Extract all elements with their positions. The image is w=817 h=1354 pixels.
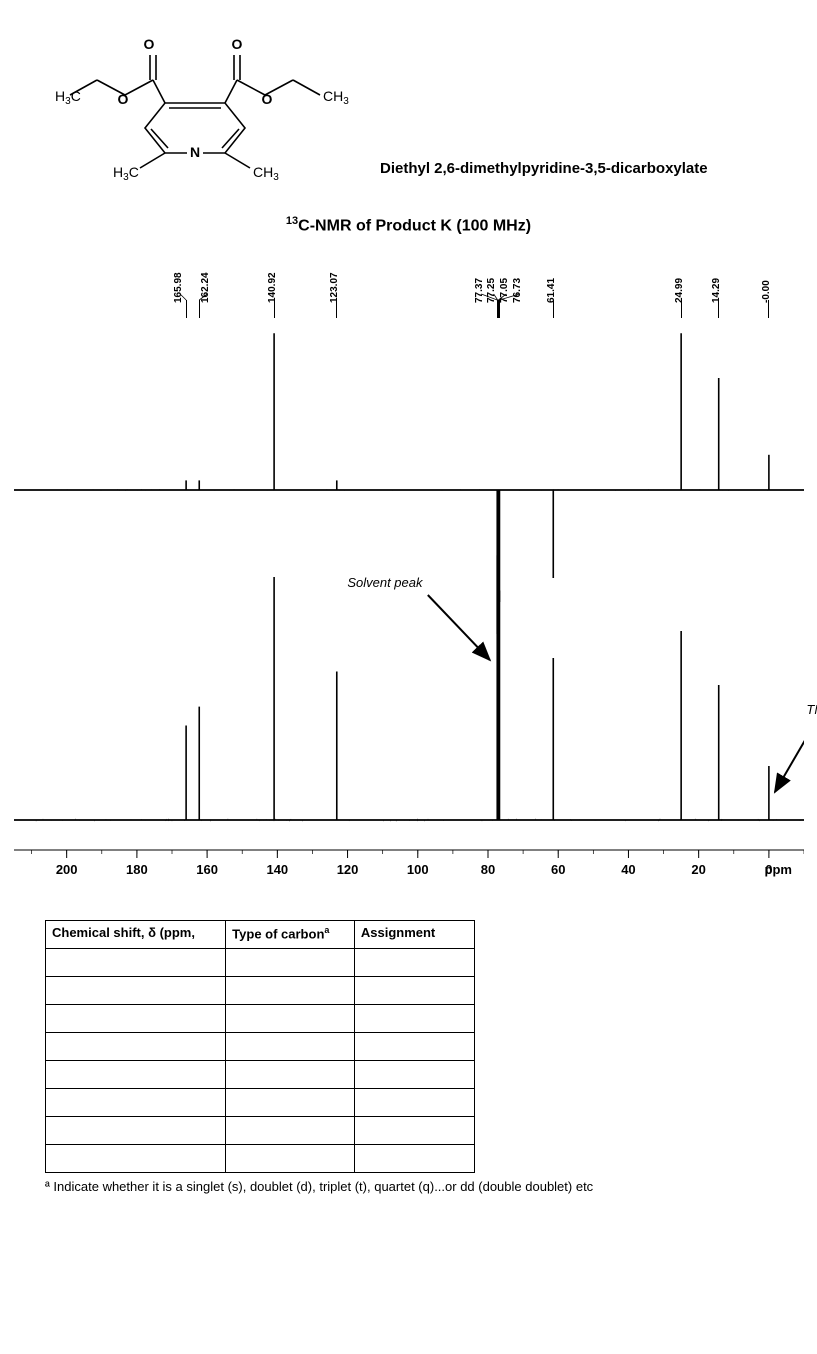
svg-text:O: O <box>262 91 273 107</box>
table-cell <box>46 1005 226 1033</box>
svg-text:100: 100 <box>406 862 428 877</box>
table-cell <box>354 1061 474 1089</box>
svg-text:N: N <box>190 144 200 160</box>
assignment-table: Chemical shift, δ (ppm,Type of carbonaAs… <box>45 920 475 1173</box>
peak-value-label: 76.73 <box>512 278 523 303</box>
spectrum-title: 13C-NMR of Product K (100 MHz) <box>0 215 817 235</box>
table-row <box>46 949 475 977</box>
table-row <box>46 1117 475 1145</box>
peak-tick <box>336 300 337 318</box>
peak-tick <box>274 300 275 318</box>
table-cell <box>226 1089 355 1117</box>
peak-value-label: 14.29 <box>711 278 722 303</box>
table-cell <box>46 977 226 1005</box>
compound-name: Diethyl 2,6-dimethylpyridine-3,5-dicarbo… <box>380 160 708 177</box>
peak-value-label: 77.37 <box>474 278 485 303</box>
peak-value-label: 165.98 <box>173 273 184 304</box>
table-cell <box>226 1061 355 1089</box>
peak-value-label: 123.07 <box>329 273 340 304</box>
table-cell <box>46 949 226 977</box>
table-header: Type of carbona <box>226 921 355 949</box>
peak-value-label: 162.24 <box>200 273 211 304</box>
table-cell <box>46 1033 226 1061</box>
peak-tick <box>199 300 200 318</box>
table-cell <box>354 977 474 1005</box>
table-cell <box>354 949 474 977</box>
assignment-table-wrap: Chemical shift, δ (ppm,Type of carbonaAs… <box>45 920 475 1173</box>
table-cell <box>226 1005 355 1033</box>
table-cell <box>354 1117 474 1145</box>
tms-annotation: TMS <box>806 702 817 717</box>
peak-value-label: 140.92 <box>267 273 278 304</box>
table-header: Chemical shift, δ (ppm, <box>46 921 226 949</box>
svg-text:140: 140 <box>266 862 288 877</box>
svg-text:O: O <box>144 36 155 52</box>
svg-text:ppm: ppm <box>764 862 791 877</box>
solvent-peak-annotation: Solvent peak <box>347 575 422 590</box>
svg-text:120: 120 <box>336 862 358 877</box>
table-cell <box>226 1145 355 1173</box>
svg-text:H3C: H3C <box>55 88 81 107</box>
svg-text:CH3: CH3 <box>253 164 279 183</box>
spectrum-svg: 200180160140120100806040200ppm <box>14 240 804 890</box>
peak-tick <box>681 300 682 318</box>
peak-tick <box>499 300 500 318</box>
nmr-spectrum: 165.98 162.24 140.92 123.07 77.3777.2577.057… <box>14 240 804 900</box>
table-header: Assignment <box>354 921 474 949</box>
table-cell <box>46 1117 226 1145</box>
svg-text:40: 40 <box>621 862 635 877</box>
table-cell <box>226 977 355 1005</box>
peak-value-label: -0.00 <box>761 281 772 304</box>
table-row <box>46 1061 475 1089</box>
peak-value-label: 61.41 <box>546 278 557 303</box>
table-cell <box>354 1145 474 1173</box>
peak-value-label: 24.99 <box>674 278 685 303</box>
table-cell <box>354 1033 474 1061</box>
svg-text:O: O <box>232 36 243 52</box>
table-row <box>46 1005 475 1033</box>
table-row <box>46 977 475 1005</box>
svg-text:180: 180 <box>126 862 148 877</box>
svg-text:CH3: CH3 <box>323 88 349 107</box>
table-row <box>46 1033 475 1061</box>
table-cell <box>46 1061 226 1089</box>
table-row <box>46 1089 475 1117</box>
table-cell <box>226 1117 355 1145</box>
table-cell <box>46 1089 226 1117</box>
peak-tick <box>768 300 769 318</box>
chemical-structure-region: O O O O N H3C CH3 H3C CH3 N Diethyl 2,6-… <box>0 20 817 200</box>
svg-text:20: 20 <box>691 862 705 877</box>
peak-tick <box>718 300 719 318</box>
svg-text:60: 60 <box>550 862 564 877</box>
table-cell <box>354 1005 474 1033</box>
svg-text:160: 160 <box>196 862 218 877</box>
svg-text:O: O <box>118 91 129 107</box>
peak-value-label: 77.25 <box>486 278 497 303</box>
table-cell <box>226 1033 355 1061</box>
table-cell <box>46 1145 226 1173</box>
table-cell <box>354 1089 474 1117</box>
peak-tick <box>553 300 554 318</box>
structure-svg: O O O O N H3C CH3 H3C CH3 N <box>35 25 365 185</box>
table-row <box>46 1145 475 1173</box>
svg-text:200: 200 <box>55 862 77 877</box>
peak-value-label: 77.05 <box>499 278 510 303</box>
table-footnote: ª Indicate whether it is a singlet (s), … <box>45 1179 772 1194</box>
peak-tick <box>186 300 187 318</box>
svg-text:H3C: H3C <box>113 164 139 183</box>
table-cell <box>226 949 355 977</box>
svg-text:80: 80 <box>480 862 494 877</box>
